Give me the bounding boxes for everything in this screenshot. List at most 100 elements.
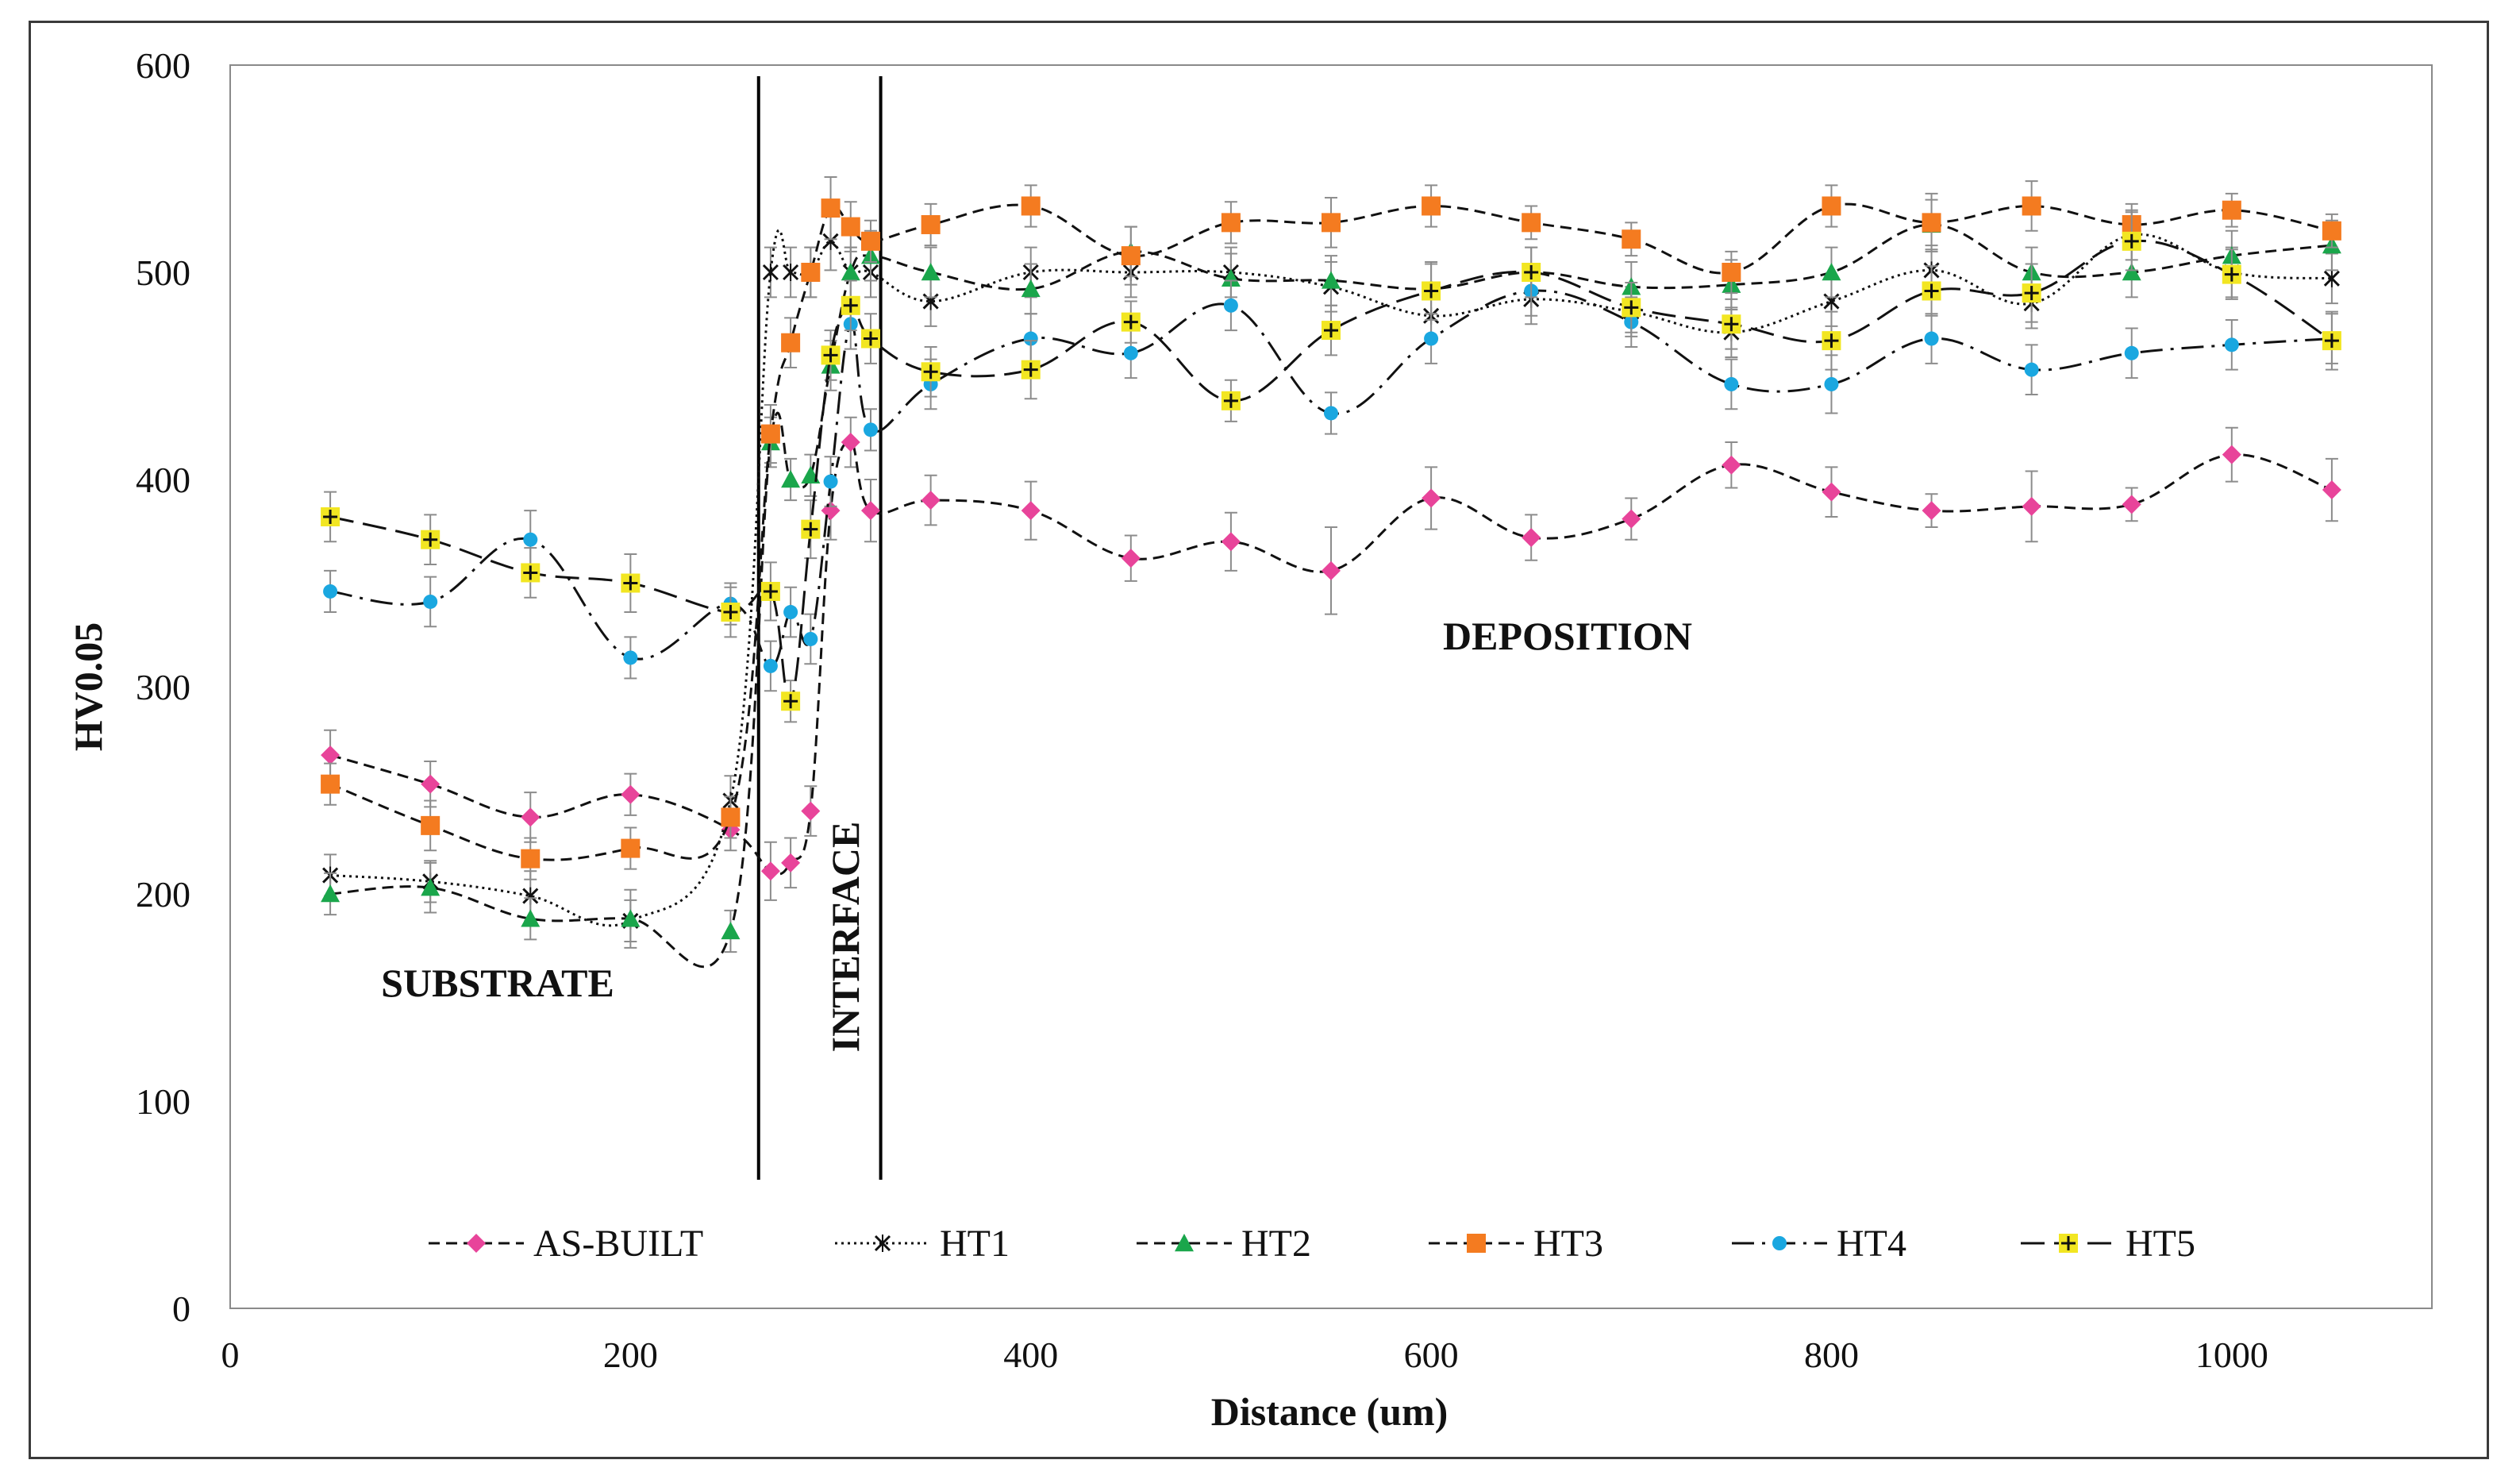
data-point: [1322, 560, 1341, 580]
y-axis-ticks: 0 100 200 300 400 500 600: [136, 45, 190, 1329]
legend-label: HT4: [1837, 1223, 1906, 1265]
data-point: [721, 921, 741, 940]
legend-label: HT3: [1533, 1223, 1603, 1265]
data-point: [860, 501, 880, 521]
data-point: [321, 745, 340, 765]
data-point: [2322, 480, 2341, 500]
data-point: [623, 650, 638, 665]
series-layer: [321, 175, 2341, 969]
series-as-built: [321, 416, 2341, 901]
series-line: [329, 441, 2333, 876]
data-point: [1322, 271, 1341, 289]
data-point: [1822, 331, 1841, 351]
data-point: [721, 807, 741, 827]
data-point: [841, 433, 860, 453]
data-point: [2224, 337, 2239, 352]
y-tick-label: 600: [136, 45, 190, 86]
data-point: [2022, 283, 2041, 303]
data-point: [2122, 263, 2141, 281]
data-point: [783, 605, 798, 620]
legend-marker: [1175, 1234, 1194, 1252]
data-point: [1824, 376, 1839, 391]
data-point: [2222, 445, 2241, 464]
data-point: [860, 231, 880, 251]
data-point: [1123, 345, 1138, 360]
data-point: [801, 801, 821, 821]
legend-item-ht1: HT1: [835, 1223, 1010, 1265]
y-tick-label: 300: [136, 667, 190, 707]
x-tick-label: 600: [1404, 1335, 1459, 1375]
x-tick-label: 0: [221, 1335, 240, 1375]
series-line: [329, 239, 2333, 703]
legend-item-ht5: HT5: [2021, 1223, 2195, 1265]
data-point: [921, 263, 941, 281]
data-point: [1722, 263, 1741, 282]
legend-label: AS-BUILT: [533, 1223, 703, 1265]
data-point: [621, 573, 641, 593]
data-point: [1322, 213, 1341, 233]
data-point: [860, 329, 880, 349]
x-tick-label: 200: [603, 1335, 658, 1375]
data-point: [2022, 496, 2041, 516]
legend-item-ht2: HT2: [1137, 1223, 1311, 1265]
data-point: [803, 631, 818, 646]
data-point: [783, 264, 799, 281]
data-point: [921, 214, 941, 234]
y-axis-title: HV0.05: [66, 622, 110, 752]
data-point: [2122, 231, 2141, 251]
legend: AS-BUILT HT1 HT2 HT3 HT4 HT5: [429, 1223, 2195, 1265]
data-point: [621, 838, 641, 858]
data-point: [621, 784, 641, 804]
data-point: [1422, 488, 1441, 508]
region-label-deposition: DEPOSITION: [1443, 614, 1692, 658]
data-point: [1021, 360, 1041, 379]
legend-label: HT1: [940, 1223, 1010, 1265]
data-point: [763, 658, 778, 673]
data-point: [863, 422, 878, 437]
data-point: [721, 603, 741, 622]
data-point: [2323, 269, 2340, 287]
region-label-substrate: SUBSTRATE: [381, 961, 614, 1005]
x-tick-label: 1000: [2195, 1335, 2268, 1375]
data-point: [1021, 279, 1041, 298]
data-point: [1724, 376, 1739, 391]
data-point: [421, 878, 441, 896]
data-point: [1922, 501, 1941, 521]
data-point: [1424, 331, 1439, 346]
data-point: [1822, 482, 1841, 502]
data-point: [521, 563, 541, 583]
data-point: [841, 217, 860, 237]
data-point: [760, 861, 780, 881]
legend-marker: [467, 1234, 486, 1253]
data-point: [841, 295, 860, 315]
data-point: [821, 198, 841, 218]
legend-label: HT5: [2126, 1223, 2195, 1265]
data-point: [781, 470, 801, 488]
data-point: [1221, 268, 1241, 287]
data-point: [321, 774, 340, 794]
data-point: [1922, 281, 1941, 301]
legend-marker: [2059, 1234, 2078, 1253]
data-point: [762, 264, 779, 281]
x-tick-label: 800: [1804, 1335, 1859, 1375]
data-point: [821, 345, 841, 365]
data-point: [521, 849, 541, 869]
data-point: [1121, 312, 1141, 332]
y-tick-label: 0: [172, 1288, 190, 1329]
data-point: [1922, 213, 1941, 233]
data-point: [781, 691, 801, 711]
data-point: [921, 362, 941, 382]
data-point: [621, 909, 641, 927]
series-ht3: [321, 175, 2341, 880]
data-point: [323, 584, 338, 599]
data-point: [1023, 331, 1038, 346]
data-point: [2222, 264, 2241, 284]
x-axis-title: Distance (um): [1211, 1389, 1449, 1434]
data-point: [1822, 196, 1841, 216]
data-point: [2024, 362, 2039, 377]
legend-item-ht4: HT4: [1732, 1223, 1906, 1265]
data-point: [1822, 263, 1841, 281]
legend-marker: [1467, 1234, 1486, 1253]
data-point: [1221, 213, 1241, 233]
y-tick-label: 400: [136, 460, 190, 500]
